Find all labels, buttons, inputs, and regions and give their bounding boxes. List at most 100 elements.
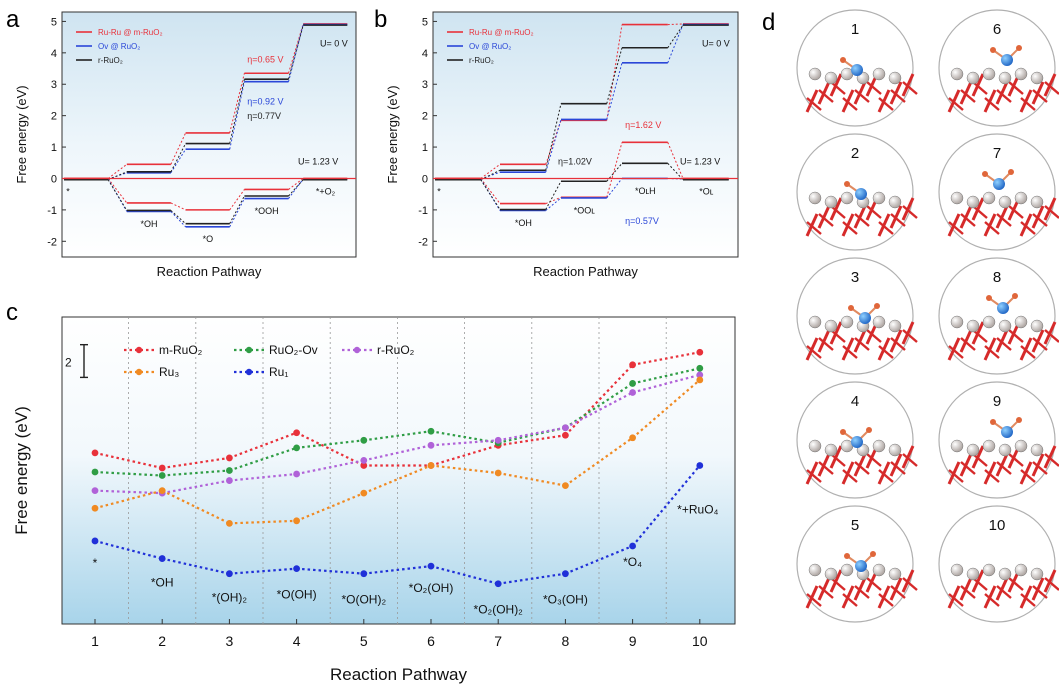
- series-segment: [229, 472, 297, 482]
- series-segment: [430, 565, 499, 585]
- lattice-bond: [960, 213, 976, 227]
- data-point: [293, 444, 300, 452]
- data-point: [91, 537, 99, 545]
- connector: [667, 24, 684, 64]
- active-ru-atom: [859, 312, 871, 324]
- ru-atom: [872, 315, 886, 329]
- x-axis-title: Reaction Pathway: [157, 264, 262, 279]
- connector: [288, 25, 304, 80]
- series-segment: [94, 539, 163, 560]
- y-tick-label: -2: [418, 236, 428, 248]
- plot-area-b: [432, 11, 739, 258]
- data-point: [696, 364, 704, 372]
- lattice-bond: [806, 469, 822, 483]
- lattice-bond: [948, 593, 964, 607]
- oxygen-atom: [840, 57, 846, 63]
- connector: [480, 179, 501, 210]
- series-segment: [498, 572, 566, 585]
- y-tick-label: -1: [418, 205, 428, 217]
- series-segment: [229, 519, 297, 525]
- lattice-bond: [890, 213, 906, 227]
- lattice-bond: [806, 97, 822, 111]
- panel-label-d: d: [762, 9, 775, 36]
- data-point: [91, 468, 99, 476]
- lattice-bond: [984, 97, 1000, 111]
- ru-atom: [888, 567, 902, 581]
- lattice-bond: [830, 205, 846, 219]
- data-point: [293, 429, 300, 437]
- active-ru-atom: [851, 64, 863, 76]
- lattice-bond: [830, 453, 846, 467]
- active-ru-atom: [851, 436, 863, 448]
- lattice-bond: [1044, 577, 1059, 591]
- lattice-bond: [890, 585, 906, 599]
- lattice-bond: [1020, 469, 1036, 483]
- y-tick-label: -1: [47, 205, 57, 217]
- lattice-bond: [866, 205, 882, 219]
- data-point: [562, 482, 569, 489]
- u123-label: U= 1.23 V: [680, 156, 720, 166]
- y-tick-label: 2: [422, 111, 428, 123]
- series-segment: [498, 434, 566, 447]
- lattice-bond: [818, 213, 834, 227]
- ru-atom: [950, 67, 964, 81]
- series-segment: [497, 471, 566, 487]
- oxygen-atom: [990, 47, 996, 53]
- y-axis-title: Free energy (eV): [12, 406, 31, 535]
- ru-atom: [808, 439, 822, 453]
- lattice-bond: [984, 593, 1000, 607]
- connector: [480, 178, 501, 204]
- data-point: [226, 477, 233, 484]
- ru-atom: [888, 319, 902, 333]
- ru-atom: [824, 443, 838, 457]
- ru-atom: [998, 195, 1012, 209]
- ru-atom: [998, 443, 1012, 457]
- ru-atom: [1030, 71, 1044, 85]
- connector: [606, 178, 623, 199]
- lattice-bond: [866, 329, 882, 343]
- lattice-bond: [842, 593, 858, 607]
- series-segment: [162, 456, 230, 470]
- lattice-bond: [948, 221, 964, 235]
- ru-atom: [888, 71, 902, 85]
- ru-atom: [982, 315, 996, 329]
- lattice-bond: [960, 585, 976, 599]
- connector: [667, 23, 684, 26]
- y-tick-label: 4: [422, 48, 428, 60]
- lattice-bond: [996, 337, 1012, 351]
- series-segment: [94, 470, 163, 477]
- series-segment: [296, 459, 365, 476]
- step-label: *OH: [141, 219, 158, 229]
- lattice-bond: [854, 337, 870, 351]
- lattice-bond: [1032, 461, 1048, 475]
- series-segment: [497, 426, 566, 442]
- lattice-bond: [890, 89, 906, 103]
- lattice-bond: [854, 585, 870, 599]
- data-point: [360, 457, 368, 464]
- lattice-bond: [818, 585, 834, 599]
- series-segment: [162, 469, 230, 477]
- series-segment: [229, 567, 297, 575]
- ru-atom: [1030, 195, 1044, 209]
- lattice-bond: [866, 81, 882, 95]
- structure-label: 8: [993, 269, 1001, 286]
- data-point: [629, 389, 636, 396]
- legend-marker: [135, 346, 143, 354]
- connector: [229, 189, 245, 211]
- x-tick-label: 10: [692, 633, 708, 649]
- active-ru-atom: [855, 188, 867, 200]
- lattice-bond: [996, 213, 1012, 227]
- y-tick-label: 5: [422, 16, 428, 28]
- active-ru-atom: [1001, 426, 1013, 438]
- legend-label: m-RuO₂: [159, 343, 203, 357]
- lattice-bond: [878, 97, 894, 111]
- series-segment: [296, 439, 364, 449]
- ru-atom: [1030, 319, 1044, 333]
- y-tick-label: 5: [51, 16, 57, 28]
- data-point: [494, 580, 502, 588]
- series-segment: [430, 464, 499, 475]
- lattice-bond: [1032, 337, 1048, 351]
- legend-label: Ov @ RuO₂: [98, 42, 140, 51]
- step-label: *+O₂: [316, 186, 336, 196]
- connector: [107, 171, 127, 181]
